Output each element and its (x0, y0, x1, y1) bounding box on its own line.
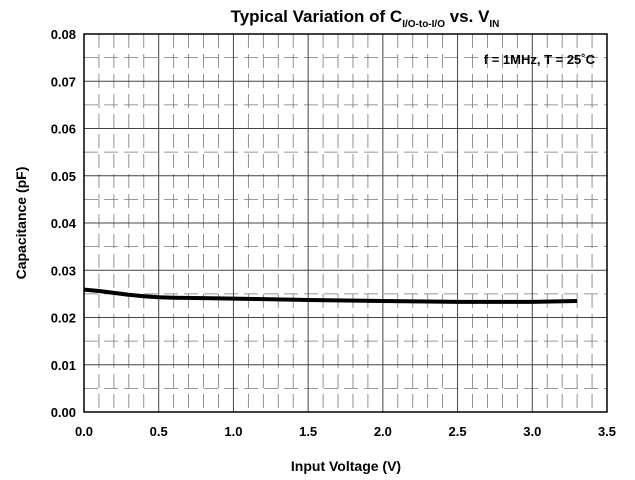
x-tick-label: 2.5 (449, 424, 467, 439)
y-tick-label: 0.04 (51, 216, 77, 231)
series-layer (83, 287, 578, 304)
chart-title-subscript-2: IN (489, 19, 499, 30)
series-line-0 (83, 287, 578, 304)
x-axis-label: Input Voltage (V) (291, 458, 401, 474)
x-axis-tick-labels: 0.0 0.5 1.0 1.5 2.0 2.5 3.0 3.5 (75, 424, 616, 439)
y-axis-label: Capacitance (pF) (13, 167, 29, 280)
plot-area-frame (83, 33, 608, 413)
chart-title-subscript-1: I/O-to-I/O (402, 19, 445, 30)
x-tick-label: 3.5 (598, 424, 616, 439)
y-tick-label: 0.02 (51, 311, 76, 326)
chart-title: Typical Variation of CI/O-to-I/O vs. VIN (231, 7, 500, 30)
y-tick-label: 0.01 (51, 358, 76, 373)
x-tick-label: 1.0 (224, 424, 242, 439)
y-tick-label: 0.07 (51, 74, 76, 89)
conditions-annotation: f = 1MHz, T = 25˚C (484, 52, 596, 67)
x-tick-label: 1.5 (299, 424, 317, 439)
x-tick-label: 0.0 (75, 424, 93, 439)
y-tick-label: 0.06 (51, 122, 76, 137)
chart-title-prefix: Typical Variation of C (231, 7, 403, 26)
x-tick-label: 2.0 (374, 424, 392, 439)
y-tick-label: 0.08 (51, 27, 76, 42)
major-grid (84, 34, 607, 412)
x-tick-label: 0.5 (150, 424, 168, 439)
chart-title-middle: vs. V (445, 7, 490, 26)
x-tick-label: 3.0 (523, 424, 541, 439)
y-tick-label: 0.03 (51, 263, 76, 278)
y-tick-label: 0.05 (51, 169, 76, 184)
y-tick-label: 0.00 (51, 405, 76, 420)
y-axis-tick-labels: 0.00 0.01 0.02 0.03 0.04 0.05 0.06 0.07 0.08 (51, 27, 77, 420)
